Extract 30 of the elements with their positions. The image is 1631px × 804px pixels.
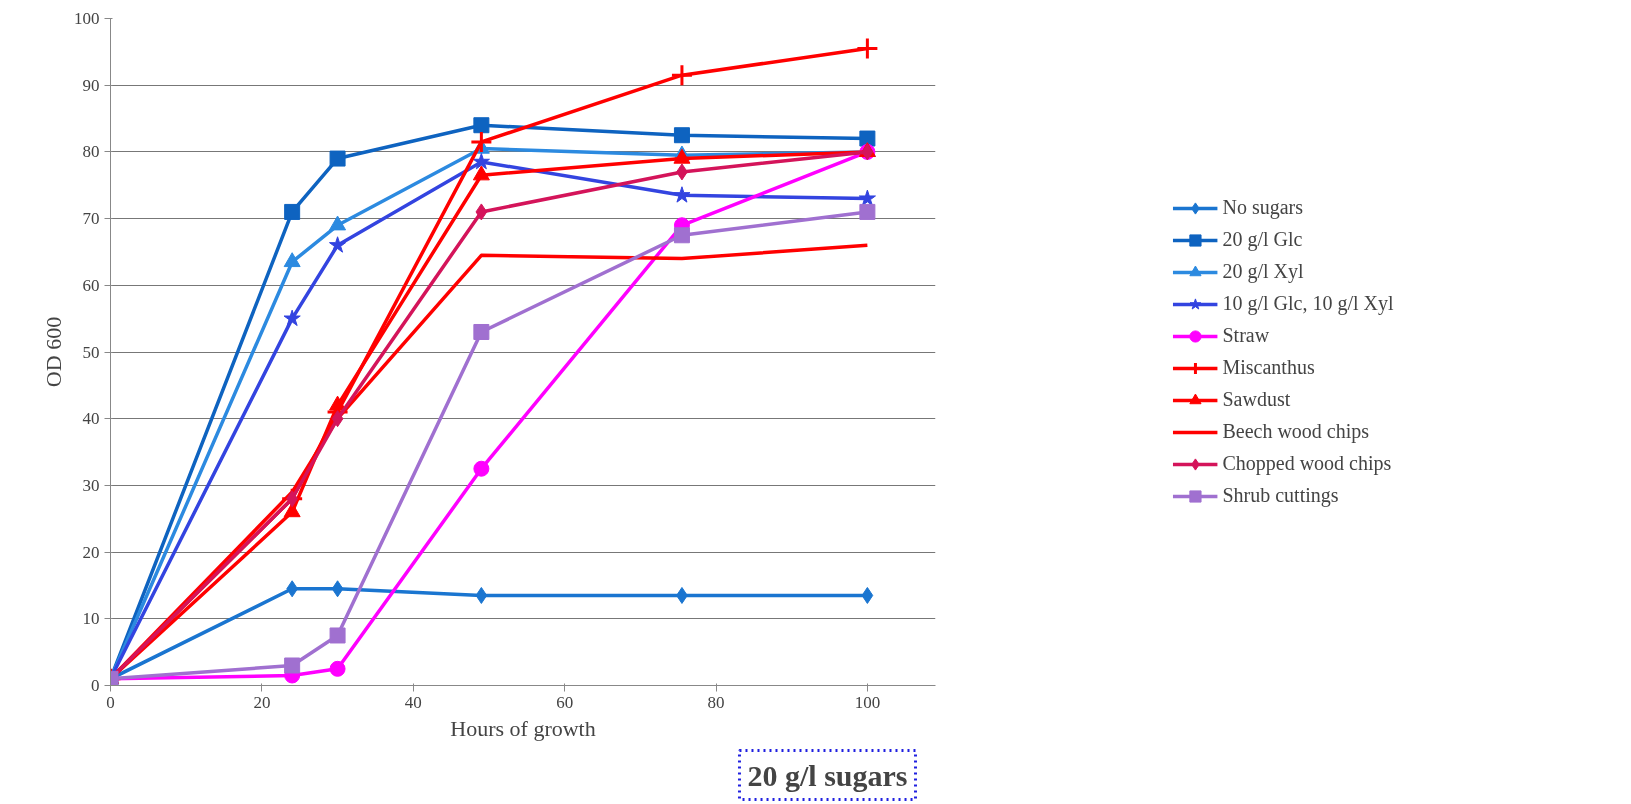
- y-tick-label: 90: [82, 75, 100, 95]
- x-tick-label: 80: [707, 692, 725, 712]
- legend-label: 20 g/l Xyl: [1222, 259, 1304, 285]
- x-tick-label: 20: [253, 692, 271, 712]
- y-tick-label: 40: [82, 409, 100, 429]
- legend-label: 10 g/l Glc, 10 g/l Xyl: [1222, 291, 1394, 317]
- legend-label: Beech wood chips: [1222, 419, 1370, 445]
- y-tick-label: 50: [82, 342, 100, 362]
- legend-label: Miscanthus: [1222, 355, 1315, 380]
- legend-label: Chopped wood chips: [1222, 451, 1392, 477]
- y-tick-label: 100: [74, 9, 100, 28]
- y-tick-label: 10: [82, 609, 100, 629]
- x-tick-label: 40: [404, 692, 422, 712]
- legend-label: 20 g/l Glc: [1222, 227, 1303, 253]
- y-axis-title: OD 600: [41, 316, 66, 388]
- y-tick-label: 30: [82, 475, 100, 495]
- y-tick-label: 20: [82, 542, 100, 562]
- x-tick-label: 60: [556, 692, 574, 712]
- legend-label: Sawdust: [1222, 387, 1291, 412]
- y-tick-label: 60: [82, 275, 100, 295]
- legend-label: Straw: [1222, 323, 1270, 348]
- y-tick-label: 80: [82, 142, 100, 162]
- legend-label: No sugars: [1222, 195, 1303, 221]
- legend-label: Shrub cuttings: [1222, 483, 1339, 509]
- y-tick-label: 0: [91, 676, 100, 695]
- x-tick-label: 0: [106, 692, 115, 712]
- x-tick-label: 100: [854, 692, 881, 712]
- x-axis-title: Hours of growth: [450, 715, 596, 741]
- y-tick-label: 70: [82, 209, 100, 229]
- text: 20 g/l sugars: [747, 758, 908, 792]
